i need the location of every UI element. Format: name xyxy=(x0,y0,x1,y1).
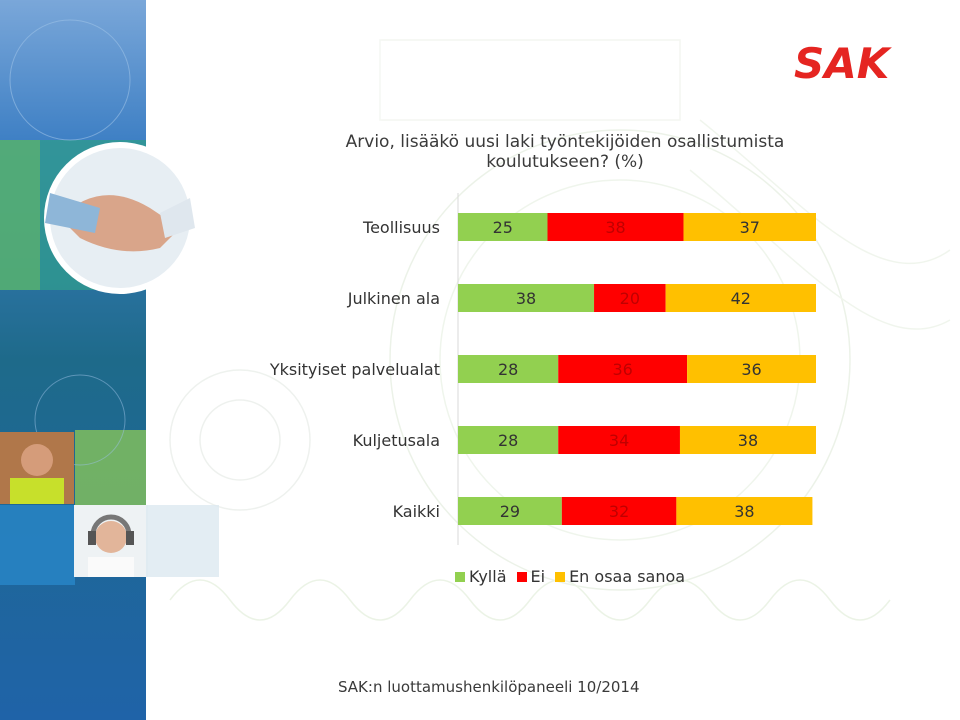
bar-segment xyxy=(683,213,816,241)
data-label: 38 xyxy=(605,218,625,237)
worker-with-earmuffs-photo xyxy=(74,505,148,577)
svg-text:SAK: SAK xyxy=(794,40,893,84)
category-label: Julkinen ala xyxy=(347,289,440,308)
handshake-photo xyxy=(44,142,196,294)
legend-label: Ei xyxy=(530,567,546,586)
bar-segment xyxy=(458,213,548,241)
chart-legend: Kyllä Ei En osaa sanoa xyxy=(455,567,695,586)
legend-swatch xyxy=(455,571,465,582)
bar-segment xyxy=(558,426,680,454)
data-label: 38 xyxy=(734,502,754,521)
legend-item-kylla: Kyllä xyxy=(455,567,507,586)
bar-segment xyxy=(687,355,816,383)
decorative-block xyxy=(146,505,219,577)
bar-segment xyxy=(458,355,559,383)
data-label: 38 xyxy=(516,289,536,308)
legend-label: En osaa sanoa xyxy=(569,567,686,586)
data-label: 34 xyxy=(609,431,629,450)
bar-segment xyxy=(594,284,666,312)
bar-segment xyxy=(547,213,684,241)
legend-swatch xyxy=(516,571,527,582)
legend-item-en-osaa-sanoa: En osaa sanoa xyxy=(555,567,685,586)
bar-segment xyxy=(561,497,677,525)
bar-segment xyxy=(458,426,559,454)
data-label: 20 xyxy=(620,289,640,308)
bar-segment xyxy=(676,497,813,525)
source-footnote: SAK:n luottamushenkilöpaneeli 10/2014 xyxy=(338,678,640,696)
legend-swatch xyxy=(555,571,566,582)
category-label: Kaikki xyxy=(393,502,440,521)
worker-photo xyxy=(0,432,74,504)
bar-segment xyxy=(665,284,816,312)
data-label: 42 xyxy=(731,289,751,308)
bar-segment xyxy=(558,355,688,383)
bar-segment xyxy=(458,497,562,525)
category-label: Yksityiset palvelualat xyxy=(269,360,440,379)
data-label: 38 xyxy=(738,431,758,450)
data-label: 28 xyxy=(498,360,518,379)
data-label: 36 xyxy=(741,360,761,379)
chart-title: Arvio, lisääkö uusi laki työntekijöiden … xyxy=(345,132,785,172)
data-label: 25 xyxy=(493,218,513,237)
data-label: 29 xyxy=(500,502,520,521)
data-label: 37 xyxy=(740,218,760,237)
category-label: Kuljetusala xyxy=(353,431,440,450)
bar-segment xyxy=(458,284,595,312)
sak-logo: SAK xyxy=(794,40,893,84)
data-label: 28 xyxy=(498,431,518,450)
bar-segment xyxy=(679,426,816,454)
category-label: Teollisuus xyxy=(362,218,440,237)
legend-item-ei: Ei xyxy=(516,567,546,586)
data-label: 32 xyxy=(609,502,629,521)
data-label: 36 xyxy=(613,360,633,379)
legend-label: Kyllä xyxy=(469,567,507,586)
